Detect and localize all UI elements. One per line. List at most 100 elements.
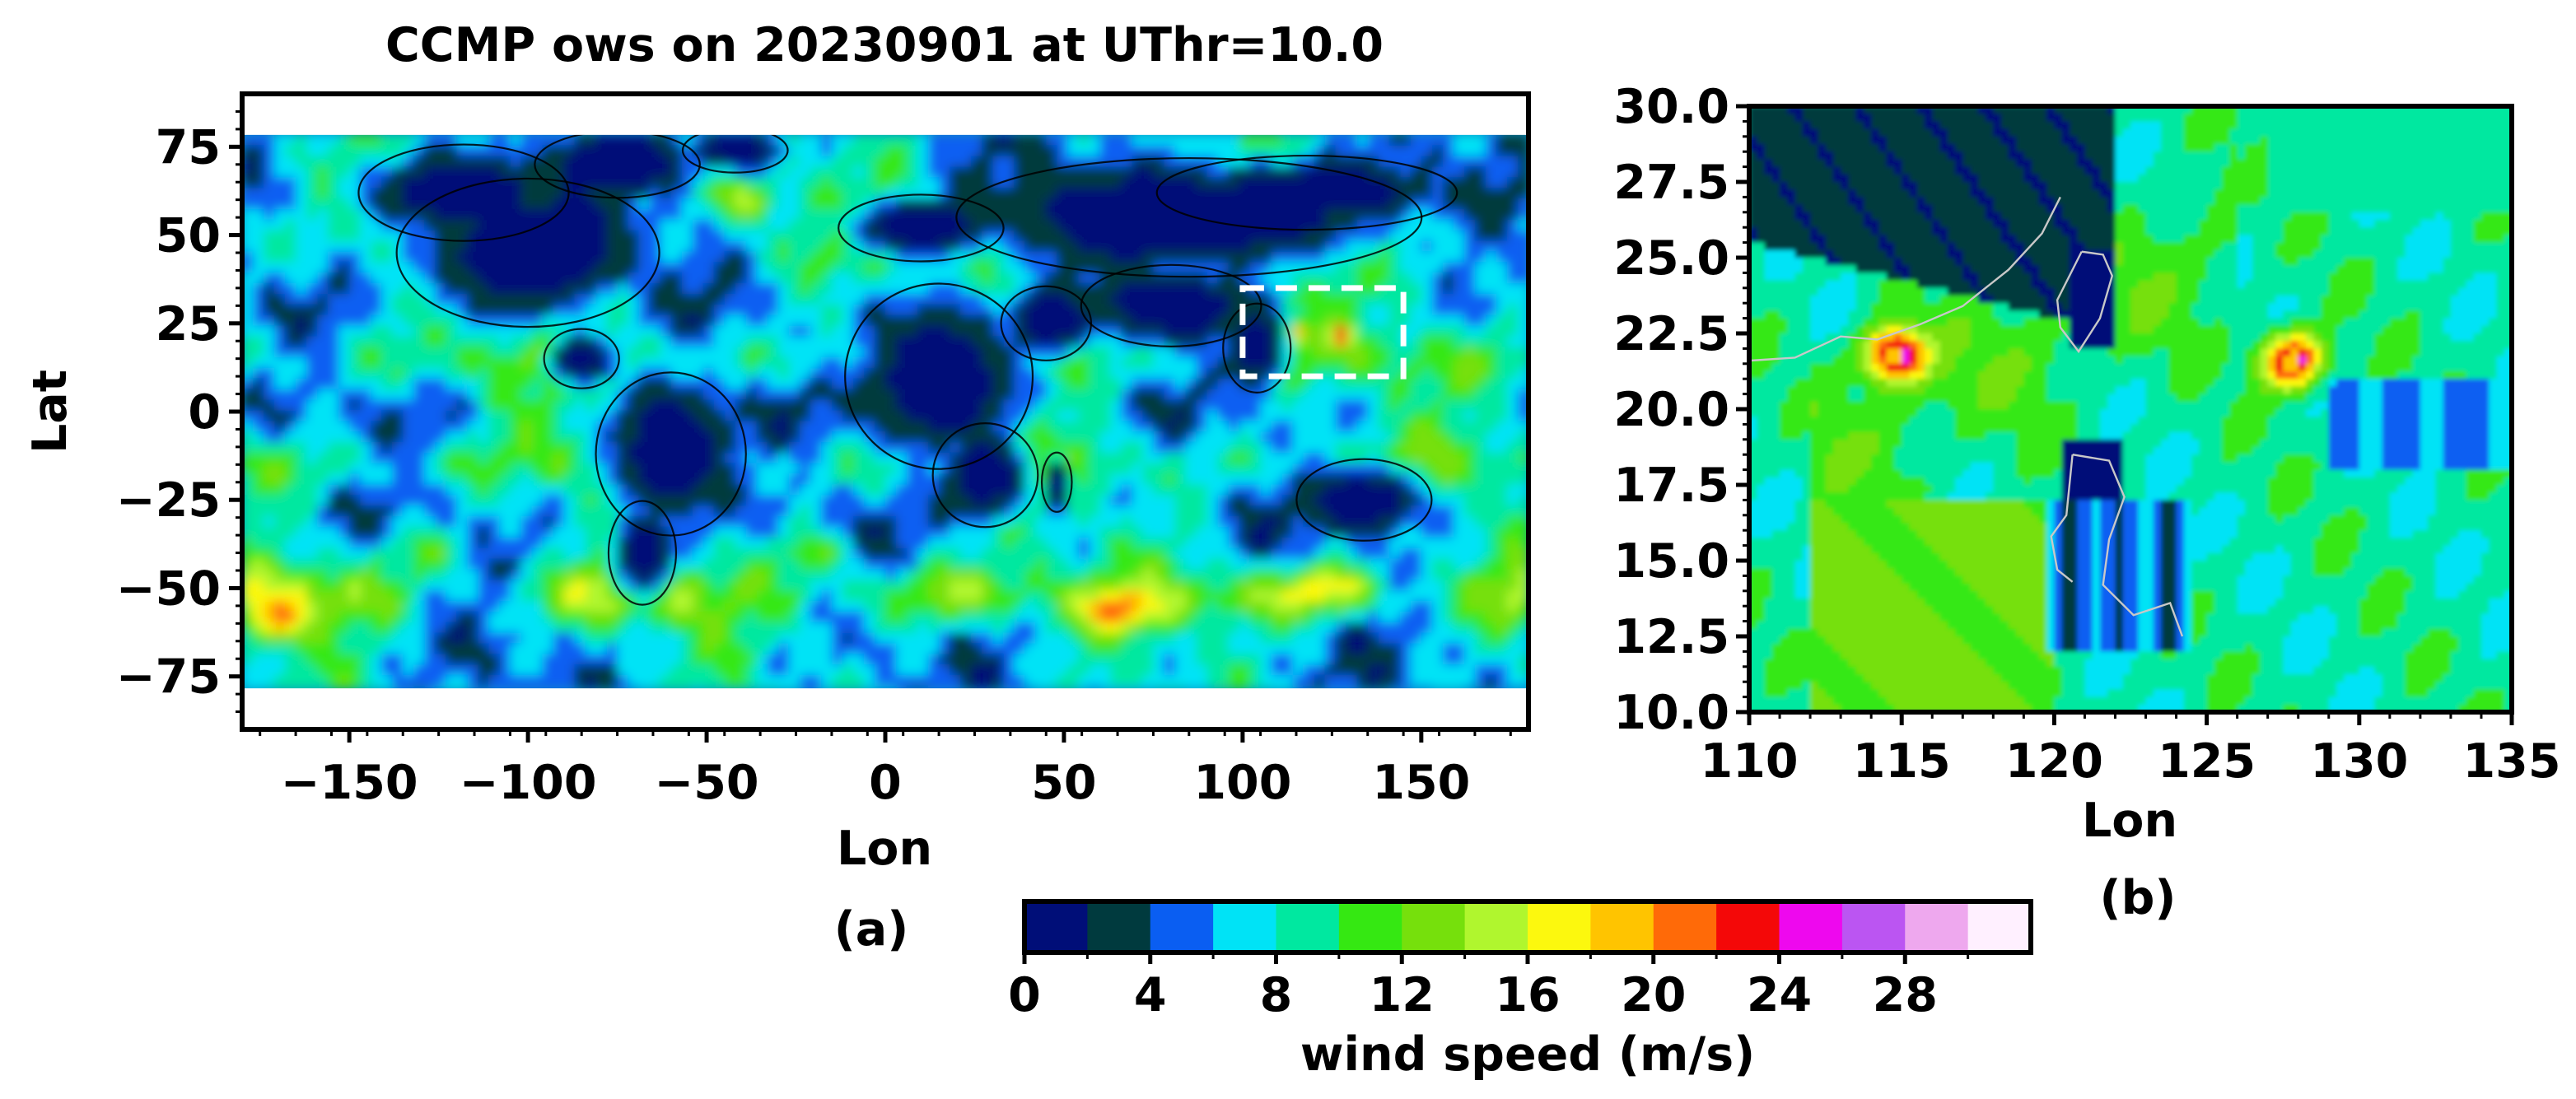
heatmap-cell (1474, 537, 1486, 549)
heatmap-cell (478, 347, 489, 358)
heatmap-cell (907, 251, 918, 263)
heatmap-cell (349, 410, 361, 421)
heatmap-cell (1346, 378, 1358, 390)
heatmap-cell (692, 558, 704, 570)
heatmap-cell (1474, 558, 1486, 570)
heatmap-cell (338, 177, 350, 189)
heatmap-cell (852, 219, 865, 231)
heatmap-cell (1463, 431, 1476, 443)
heatmap-cell (531, 314, 544, 327)
heatmap-cell (1099, 473, 1111, 486)
heatmap-cell (1388, 558, 1401, 570)
heatmap-cell (296, 230, 307, 242)
heatmap-cell (1367, 134, 1379, 147)
heatmap-cell (1153, 421, 1165, 432)
heatmap-cell (1324, 336, 1337, 347)
heatmap-cell (1463, 410, 1476, 421)
heatmap-cell (1110, 484, 1122, 496)
heatmap-cell (1185, 240, 1197, 252)
heatmap-cell (563, 569, 576, 580)
heatmap-cell (446, 208, 457, 221)
heatmap-cell (960, 134, 972, 147)
heatmap-cell (756, 399, 768, 411)
heatmap-cell (745, 282, 758, 295)
heatmap-cell (628, 282, 640, 295)
heatmap-cell (992, 272, 1004, 284)
heatmap-cell (928, 208, 940, 221)
heatmap-cell (574, 569, 586, 580)
heatmap-cell (756, 484, 768, 496)
heatmap-cell (1324, 558, 1337, 570)
heatmap-cell (852, 251, 865, 263)
heatmap-cell (413, 526, 425, 538)
heatmap-cell (810, 378, 822, 390)
heatmap-cell (1442, 314, 1454, 327)
heatmap-cell (1303, 336, 1315, 347)
heatmap-cell (692, 452, 704, 464)
heatmap-cell (360, 558, 371, 570)
heatmap-cell (328, 484, 339, 496)
heatmap-cell (745, 537, 758, 549)
heatmap-cell (413, 198, 425, 210)
heatmap-cell (756, 473, 768, 486)
heatmap-cell (1431, 547, 1444, 560)
heatmap-cell (264, 421, 275, 432)
heatmap-cell (971, 569, 982, 580)
heatmap-cell (1260, 558, 1272, 570)
heatmap-cell (574, 516, 586, 528)
heatmap-cell (1110, 325, 1122, 337)
heatmap-cell (1078, 272, 1090, 284)
heatmap-cell (446, 166, 457, 178)
heatmap-cell (510, 198, 522, 210)
heatmap-cell (638, 314, 651, 327)
heatmap-cell (499, 547, 511, 560)
heatmap-cell (1378, 304, 1390, 316)
heatmap-cell (296, 282, 307, 295)
heatmap-cell (1399, 208, 1412, 221)
heatmap-cell (692, 441, 704, 454)
heatmap-cell (1046, 421, 1057, 432)
heatmap-cell (1153, 367, 1165, 380)
heatmap-cell (960, 166, 972, 178)
heatmap-cell (1292, 463, 1304, 475)
heatmap-cell (1517, 251, 1528, 263)
heatmap-cell (928, 389, 940, 401)
heatmap-cell (1153, 378, 1165, 390)
heatmap-cell (1014, 357, 1025, 369)
heatmap-cell (992, 293, 1004, 305)
heatmap-cell (253, 134, 264, 147)
heatmap-cell (1463, 166, 1476, 178)
heatmap-cell (371, 336, 382, 347)
heatmap-cell (628, 251, 640, 263)
heatmap-cell (939, 262, 950, 273)
heatmap-cell (982, 569, 993, 580)
heatmap-cell (928, 304, 940, 316)
heatmap-cell (606, 484, 618, 496)
heatmap-cell (1388, 251, 1401, 263)
heatmap-cell (285, 473, 296, 486)
heatmap-cell (274, 505, 286, 517)
heatmap-cell (403, 569, 414, 580)
heatmap-cell (1142, 293, 1155, 305)
heatmap-cell (724, 505, 736, 517)
heatmap-cell (713, 378, 726, 390)
heatmap-cell (1121, 219, 1132, 231)
heatmap-cell (1196, 378, 1208, 390)
heatmap-cell (1303, 145, 1315, 157)
heatmap-cell (1142, 547, 1155, 560)
heatmap-cell (1249, 526, 1262, 538)
heatmap-cell (285, 421, 296, 432)
heatmap-cell (992, 399, 1004, 411)
heatmap-cell (1399, 421, 1412, 432)
heatmap-cell (885, 198, 897, 210)
heatmap-cell (1089, 558, 1100, 570)
heatmap-cell (971, 441, 982, 454)
heatmap-cell (939, 558, 950, 570)
heatmap-cell (1335, 272, 1347, 284)
heatmap-cell (1517, 293, 1528, 305)
heatmap-cell (1057, 558, 1068, 570)
heatmap-cell (1453, 389, 1465, 401)
heatmap-cell (1110, 410, 1122, 421)
heatmap-cell (702, 177, 715, 189)
heatmap-cell (1185, 325, 1197, 337)
